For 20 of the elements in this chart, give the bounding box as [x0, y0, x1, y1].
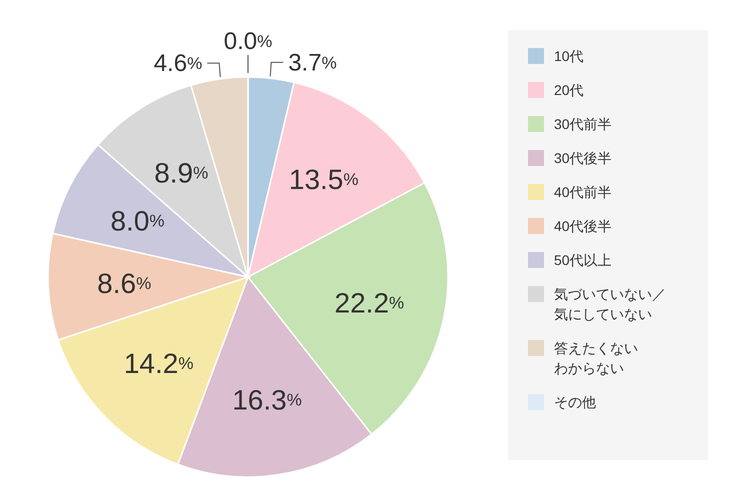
text: 0.0%: [224, 28, 272, 54]
data-label: 3.7%: [288, 48, 337, 76]
legend-label: 30代前半: [554, 115, 612, 134]
legend-label: 答えたくないわからない: [554, 339, 639, 378]
legend-label: 20代: [554, 81, 584, 100]
data-label: 8.0%: [110, 205, 165, 236]
data-label: 4.6%: [154, 50, 202, 77]
legend-label: その他: [554, 393, 596, 412]
data-label: 14.2%: [124, 348, 194, 379]
legend-label: 40代後半: [554, 217, 612, 236]
legend-label: 30代後半: [554, 149, 612, 168]
data-label: 22.2%: [334, 287, 404, 318]
legend-label: 気づいていない／気にしていない: [554, 285, 667, 324]
legend-label: 10代: [554, 47, 584, 66]
data-label: 16.3%: [232, 384, 302, 416]
data-label: 8.6%: [97, 268, 152, 299]
data-label: 13.5%: [288, 163, 359, 194]
legend-label: 50代以上: [554, 251, 612, 270]
legend-label: 40代前半: [554, 183, 612, 202]
data-label: 8.9%: [154, 157, 208, 188]
